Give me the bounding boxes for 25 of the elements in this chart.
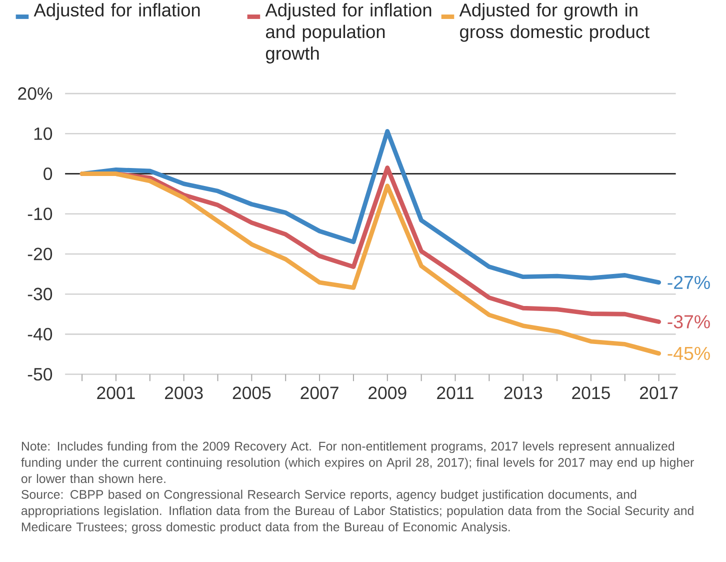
x-tick-label: 2017: [640, 386, 678, 399]
y-tick-label: -50: [28, 368, 52, 380]
y-tick-label: 10: [34, 127, 52, 140]
text: Note: Includes funding from the 2009 Recovery Act. For non-entitlement programs, 2017 levels represent annualized funding under the current continuing resolution (which expires on April 28, 2017); final levels for 2017 may end up higher or lower than shown here.: [21, 441, 694, 483]
y-tick-label: 20%: [18, 87, 52, 100]
source-note: Source: CBPP based on Congressional Research Service reports, agency budget justification documents, and appropriations legislation. Inflation data from the Bureau of Labor Statistics; population data from the Social Security and Medicare Trustees; gross domestic product data from the Bureau of Economic Analysis.: [21, 490, 694, 534]
x-tick-label: 2009: [368, 386, 406, 399]
data-label: -37%: [668, 314, 710, 328]
legend-label: Adjusted for inflation: [34, 2, 200, 20]
x-tick-label: 2003: [165, 386, 203, 399]
y-tick-label: -30: [28, 288, 52, 300]
x-tick-label: 2015: [572, 386, 610, 399]
legend-label: Adjusted for growth in gross domestic product: [459, 2, 650, 42]
y-tick-label: -40: [28, 328, 52, 340]
data-label: -27%: [668, 276, 710, 289]
x-tick-label: 2011: [437, 386, 474, 399]
x-tick-label: 2007: [300, 386, 338, 399]
x-tick-label: 2013: [504, 386, 542, 399]
y-tick-label: -10: [28, 207, 52, 220]
y-tick-label: -20: [28, 248, 52, 260]
y-tick-label: 0: [44, 167, 52, 180]
x-tick-label: 2001: [97, 386, 135, 399]
legend-label: Adjusted for inflation and population growth: [265, 2, 432, 64]
data-label: -45%: [668, 346, 710, 360]
x-tick-label: 2005: [232, 386, 271, 399]
